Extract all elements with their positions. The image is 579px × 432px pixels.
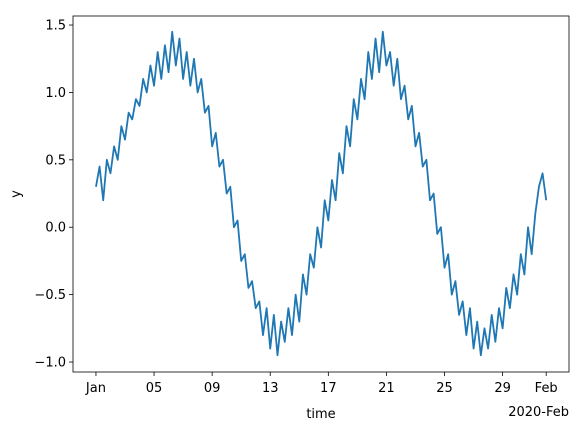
y-tick-label: −1.0 xyxy=(34,356,66,371)
x-tick-label: 29 xyxy=(494,381,511,396)
y-tick-label: 0.5 xyxy=(45,153,66,168)
x-tick-label: 09 xyxy=(204,381,221,396)
x-tick-label: 21 xyxy=(378,381,395,396)
x-offset-label: 2020-Feb xyxy=(508,405,569,420)
x-tick-label: 25 xyxy=(436,381,453,396)
y-tick-label: 1.5 xyxy=(45,19,66,34)
x-tick-label: Feb xyxy=(535,381,558,396)
y-tick-label: 0.0 xyxy=(45,221,66,236)
data-line xyxy=(95,30,548,357)
plot-frame xyxy=(72,15,570,373)
y-tick-label: 1.0 xyxy=(45,86,66,101)
x-tick-label: 05 xyxy=(146,381,163,396)
x-tick-label: 13 xyxy=(262,381,279,396)
x-tick-label: Jan xyxy=(85,381,106,396)
x-tick-label: 17 xyxy=(320,381,337,396)
x-axis-label: time xyxy=(306,407,335,422)
y-tick-label: −0.5 xyxy=(34,288,66,303)
y-axis-label: y xyxy=(9,190,24,198)
